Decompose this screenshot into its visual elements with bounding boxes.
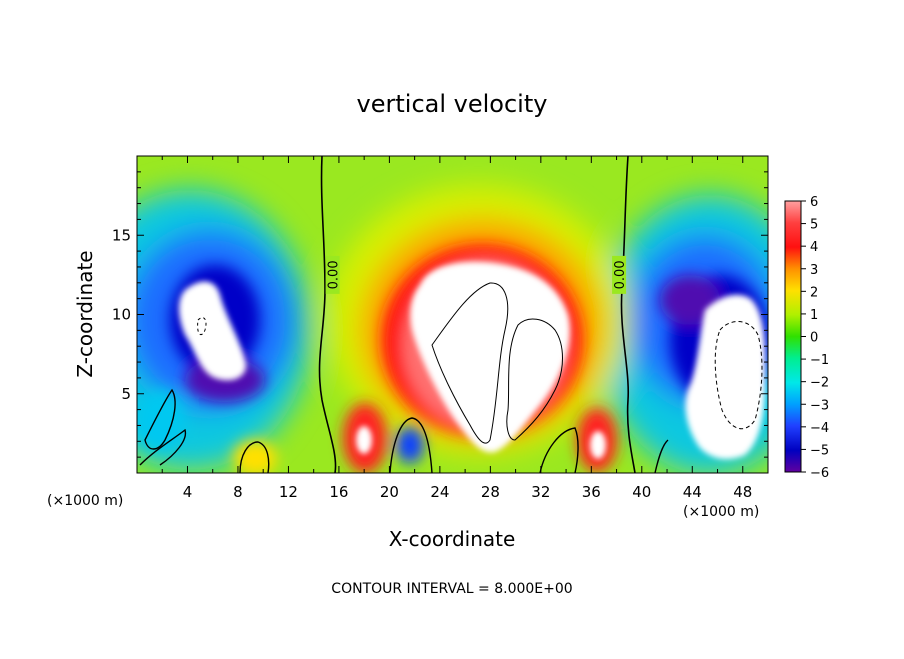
contour-label-text: 0.00 <box>613 260 628 289</box>
contour-label-bg <box>612 255 627 294</box>
x-tick-label: 40 <box>632 483 651 501</box>
x-tick-label: 16 <box>329 483 348 501</box>
low-mid-white <box>356 426 372 454</box>
colorbar-tick-label: −1 <box>810 353 829 368</box>
updraft-core-white <box>410 261 570 453</box>
low-left-contour-2 <box>139 428 187 466</box>
colorbar-tick-label: 1 <box>810 308 818 323</box>
zero-contour-right <box>620 156 636 473</box>
x-axis-title: X-coordinate <box>389 527 516 551</box>
low-blue-cell <box>396 427 424 463</box>
x-tick-label: 28 <box>481 483 500 501</box>
colorbar-tick-label: −6 <box>810 466 829 481</box>
low-left-contour <box>144 388 176 450</box>
x-tick-label: 12 <box>279 483 298 501</box>
x-tick-label: 24 <box>430 483 449 501</box>
colorbar-tick-label: 2 <box>810 285 818 300</box>
y-axis: 5 10 15 <box>112 171 768 458</box>
low-updraft-contour <box>239 441 270 473</box>
colorbar-tick-label: 3 <box>810 263 818 278</box>
x-tick-label: 8 <box>233 483 243 501</box>
contour-label: 0.00 <box>325 255 342 294</box>
contour-label-text: 0.00 <box>327 260 342 289</box>
x-tick-label: 32 <box>531 483 550 501</box>
colorbar-tick-label: −4 <box>810 421 829 436</box>
core-contour-right <box>506 318 563 441</box>
x-unit-label-left: (×1000 m) <box>47 493 123 509</box>
y-tick-label: 5 <box>121 385 131 403</box>
contour-labels: 0.00 0.00 <box>325 255 628 294</box>
colorbar-tick-label: −2 <box>810 376 829 391</box>
colorbar <box>784 200 802 473</box>
colorbar-tick-label: −3 <box>810 398 829 413</box>
contour-interval-footer: CONTOUR INTERVAL = 8.000E+00 <box>331 581 572 597</box>
x-tick-label: 48 <box>733 483 752 501</box>
contour-label-bg <box>325 255 340 294</box>
contour-label: 0.00 <box>612 255 628 294</box>
low-right-contour <box>539 427 579 473</box>
low-mid-contour <box>389 417 433 473</box>
colorbar-tick-label: 6 <box>810 195 818 210</box>
x-axis: 4 8 12 16 20 24 28 32 36 40 44 48 <box>161 156 752 501</box>
far-right-contour <box>654 439 669 473</box>
left-core-white <box>178 281 246 381</box>
chart-title: vertical velocity <box>357 90 548 118</box>
x-unit-label-right: (×1000 m) <box>683 504 759 520</box>
colorbar-tick-label: 5 <box>810 218 818 233</box>
x-tick-label: 20 <box>380 483 399 501</box>
colorbar-tick-label: 0 <box>810 331 818 346</box>
right-core-white <box>685 294 766 460</box>
colorbar-ticks: 6 5 4 3 2 1 0 −1 −2 −3 −4 −5 −6 <box>801 195 829 481</box>
zero-contour-left <box>318 156 337 473</box>
y-axis-title: Z-coordinate <box>73 250 97 377</box>
colorbar-tick-label: 4 <box>810 240 818 255</box>
y-tick-label: 10 <box>112 306 131 324</box>
core-contour-left <box>431 282 509 444</box>
left-dashed-contour <box>197 317 207 336</box>
x-tick-label: 36 <box>582 483 601 501</box>
y-tick-label: 15 <box>112 226 131 244</box>
right-dashed-contour <box>714 321 763 430</box>
low-right-white <box>590 431 606 459</box>
x-tick-label: 4 <box>183 483 193 501</box>
heatmap-field <box>137 156 768 473</box>
low-left-blue <box>137 390 185 450</box>
x-tick-label: 44 <box>683 483 702 501</box>
colorbar-tick-label: −5 <box>810 443 829 458</box>
